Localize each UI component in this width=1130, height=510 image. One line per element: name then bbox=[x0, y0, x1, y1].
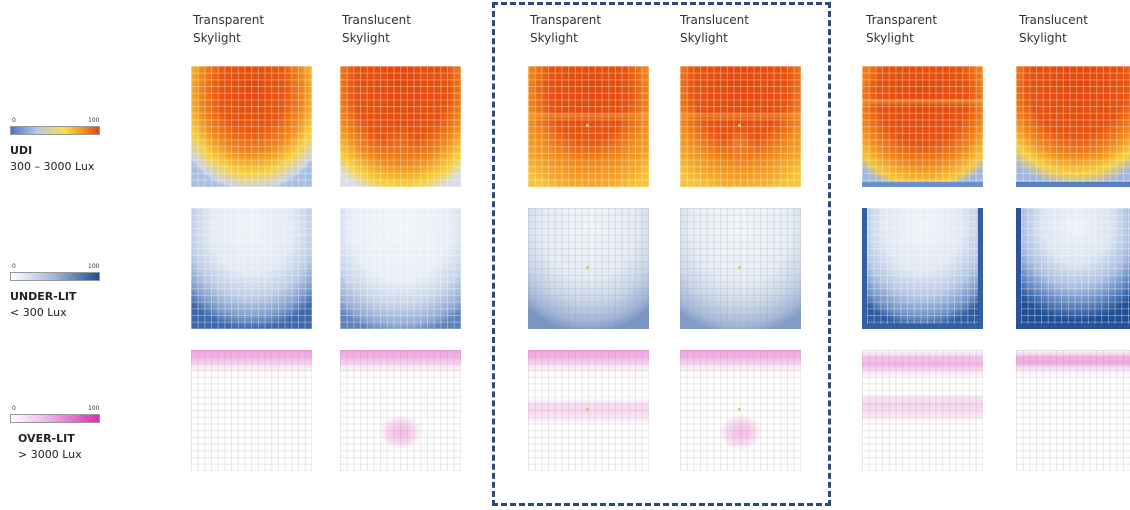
legend-underlit-min: 0 bbox=[12, 263, 16, 270]
column-label-6: Translucent Skylight bbox=[1019, 11, 1088, 47]
legend-underlit-colorbar bbox=[10, 272, 100, 281]
sensor-point-icon bbox=[738, 124, 741, 127]
legend-overlit-max: 100 bbox=[88, 405, 100, 412]
legend-overlit-colorbar bbox=[10, 414, 100, 423]
sensor-point-icon bbox=[586, 266, 589, 269]
udi-map-6 bbox=[1016, 66, 1130, 187]
overlit-map-4 bbox=[680, 350, 801, 471]
udi-map-3 bbox=[528, 66, 649, 187]
udi-map-2 bbox=[340, 66, 461, 187]
column-label-4-line2: Skylight bbox=[680, 31, 728, 45]
column-label-2-line2: Skylight bbox=[342, 31, 390, 45]
legend-udi-colorbar bbox=[10, 126, 100, 135]
legend-underlit-range: < 300 Lux bbox=[10, 306, 67, 319]
column-label-6-line1: Translucent bbox=[1019, 13, 1088, 27]
sensor-point-icon bbox=[738, 408, 741, 411]
legend-udi-min: 0 bbox=[12, 117, 16, 124]
highlight-dashed-frame bbox=[492, 2, 831, 506]
legend-udi-max: 100 bbox=[88, 117, 100, 124]
column-label-3-line1: Transparent bbox=[530, 13, 602, 27]
column-label-1: Transparent Skylight bbox=[193, 11, 264, 47]
column-label-2: Translucent Skylight bbox=[342, 11, 411, 47]
sensor-point-icon bbox=[586, 124, 589, 127]
legend-overlit-min: 0 bbox=[12, 405, 16, 412]
udi-map-4 bbox=[680, 66, 801, 187]
overlit-map-6 bbox=[1016, 350, 1130, 471]
underlit-map-6 bbox=[1016, 208, 1130, 329]
legend-underlit-title: UNDER-LIT bbox=[10, 290, 77, 303]
underlit-map-1 bbox=[191, 208, 312, 329]
overlit-map-3 bbox=[528, 350, 649, 471]
legend-udi-title: UDI bbox=[10, 144, 33, 157]
legend-overlit-title: OVER-LIT bbox=[18, 432, 75, 445]
legend-udi-range: 300 – 3000 Lux bbox=[10, 160, 95, 173]
column-label-1-line1: Transparent bbox=[193, 13, 265, 27]
overlit-map-5 bbox=[862, 350, 983, 471]
underlit-map-2 bbox=[340, 208, 461, 329]
underlit-map-3 bbox=[528, 208, 649, 329]
legend-underlit-max: 100 bbox=[88, 263, 100, 270]
udi-map-1 bbox=[191, 66, 312, 187]
column-label-6-line2: Skylight bbox=[1019, 31, 1067, 45]
column-label-5-line1: Transparent bbox=[866, 13, 938, 27]
column-label-2-line1: Translucent bbox=[342, 13, 411, 27]
sensor-point-icon bbox=[738, 266, 741, 269]
column-label-3: Transparent Skylight bbox=[530, 11, 601, 47]
overlit-map-1 bbox=[191, 350, 312, 471]
column-label-5-line2: Skylight bbox=[866, 31, 914, 45]
column-label-1-line2: Skylight bbox=[193, 31, 241, 45]
column-label-4: Translucent Skylight bbox=[680, 11, 749, 47]
overlit-map-2 bbox=[340, 350, 461, 471]
underlit-map-4 bbox=[680, 208, 801, 329]
udi-map-5 bbox=[862, 66, 983, 187]
column-label-3-line2: Skylight bbox=[530, 31, 578, 45]
column-label-4-line1: Translucent bbox=[680, 13, 749, 27]
legend-overlit-range: > 3000 Lux bbox=[18, 448, 82, 461]
sensor-point-icon bbox=[586, 408, 589, 411]
column-label-5: Transparent Skylight bbox=[866, 11, 937, 47]
underlit-map-5 bbox=[862, 208, 983, 329]
